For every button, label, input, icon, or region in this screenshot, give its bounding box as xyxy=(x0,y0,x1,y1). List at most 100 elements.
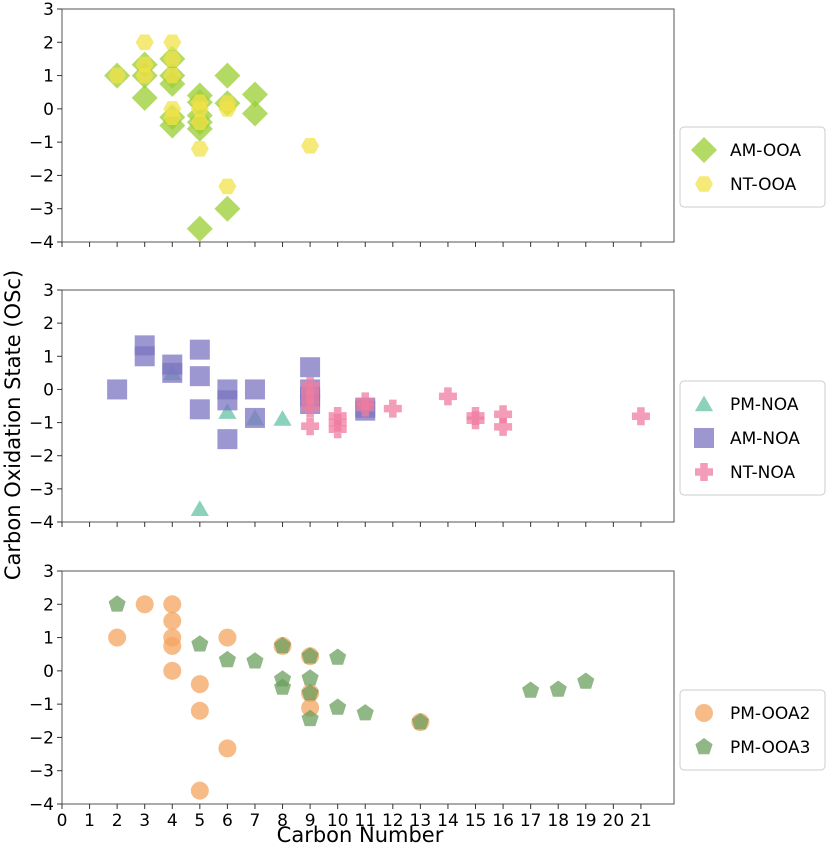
data-point xyxy=(300,357,321,378)
x-tick-label: 16 xyxy=(492,811,514,831)
data-point xyxy=(189,339,210,360)
data-point xyxy=(522,681,540,698)
x-tick-label: 18 xyxy=(547,811,569,831)
data-point xyxy=(190,114,209,130)
data-point xyxy=(107,379,128,400)
y-tick-label: −1 xyxy=(29,414,54,434)
y-tick-label: 1 xyxy=(43,67,54,87)
data-point xyxy=(494,417,513,436)
y-tick-label: 0 xyxy=(43,662,54,682)
y-tick-label: −3 xyxy=(29,200,54,220)
data-point xyxy=(190,701,209,720)
legend-label: NT-NOA xyxy=(730,463,795,483)
data-point xyxy=(301,698,320,717)
legend-label: PM-OOA3 xyxy=(730,738,810,758)
data-point xyxy=(214,195,241,222)
x-tick-label: 13 xyxy=(410,811,432,831)
x-tick-label: 4 xyxy=(167,811,178,831)
data-point xyxy=(383,399,402,418)
data-point xyxy=(190,101,209,117)
legend-marker xyxy=(695,176,713,192)
data-point xyxy=(190,781,209,800)
legend-box xyxy=(679,126,826,208)
y-tick-label: −3 xyxy=(29,480,54,500)
data-point xyxy=(242,81,268,108)
y-tick-label: 3 xyxy=(43,562,54,582)
legend-box xyxy=(679,380,826,496)
data-point xyxy=(163,109,182,125)
data-point xyxy=(163,34,182,51)
data-point xyxy=(135,34,154,51)
data-point xyxy=(191,635,209,652)
legend-label: PM-OOA2 xyxy=(730,704,810,724)
data-point xyxy=(163,595,182,614)
plot-layer: 3210−1−2−3−4AM-OOANT-OOA3210−1−2−3−4PM-N… xyxy=(29,0,826,831)
legend: AM-OOA NT-OOA xyxy=(679,126,826,208)
data-point xyxy=(190,675,209,694)
data-point xyxy=(189,366,210,387)
y-tick-label: 1 xyxy=(43,347,54,367)
data-point xyxy=(356,398,375,417)
y-tick-label: −2 xyxy=(29,447,54,467)
x-tick-label: 1 xyxy=(84,811,95,831)
data-point xyxy=(131,84,158,111)
y-tick-label: −2 xyxy=(29,166,54,186)
y-tick-label: −4 xyxy=(29,513,54,533)
data-point xyxy=(274,678,292,695)
data-point xyxy=(301,669,319,686)
y-tick-label: 0 xyxy=(43,380,54,400)
x-tick-label: 19 xyxy=(575,811,597,831)
legend-label: PM-NOA xyxy=(730,395,799,415)
x-tick-label: 7 xyxy=(250,811,261,831)
legend-marker xyxy=(691,137,717,163)
y-tick-label: 3 xyxy=(43,281,54,301)
legend-marker xyxy=(695,704,713,722)
data-point xyxy=(301,417,320,436)
data-point xyxy=(549,680,567,697)
y-tick-label: 3 xyxy=(43,0,54,20)
data-point xyxy=(190,500,209,516)
panel-1: 3 2 1 0 −1 −2 −3 −4 AM-OOA NT-OOA xyxy=(29,0,826,253)
data-point xyxy=(301,647,319,664)
legend-label: AM-OOA xyxy=(730,141,801,161)
legend-marker xyxy=(694,395,714,412)
data-point xyxy=(244,379,265,400)
series-pm-ooa2 xyxy=(108,595,430,800)
x-tick-label: 6 xyxy=(222,811,233,831)
data-point xyxy=(163,611,182,630)
legend-marker xyxy=(695,738,713,755)
data-point xyxy=(466,411,485,430)
data-point xyxy=(244,407,265,428)
x-tick-label: 8 xyxy=(277,811,288,831)
x-tick-label: 17 xyxy=(520,811,542,831)
y-tick-label: 0 xyxy=(43,100,54,120)
x-tick-label: 14 xyxy=(437,811,459,831)
data-point xyxy=(162,362,183,383)
x-tick-label: 2 xyxy=(112,811,123,831)
y-tick-label: −4 xyxy=(29,795,54,815)
legend-marker xyxy=(694,428,714,448)
legend-label: NT-OOA xyxy=(730,175,797,195)
x-tick-label: 21 xyxy=(630,811,652,831)
data-point xyxy=(163,67,182,84)
panel-2: 3 2 1 0 −1 −2 −3 −4 PM-NOA AM-NOA NT-NOA xyxy=(29,281,826,533)
series-am-ooa xyxy=(104,45,268,242)
y-tick-label: 1 xyxy=(43,629,54,649)
data-point xyxy=(214,62,241,89)
legend: PM-OOA2 PM-OOA3 xyxy=(679,689,826,771)
data-point xyxy=(356,704,374,721)
data-point xyxy=(135,67,154,84)
data-point xyxy=(246,652,264,669)
data-point xyxy=(217,390,238,411)
data-point xyxy=(134,346,155,367)
x-tick-label: 12 xyxy=(382,811,404,831)
data-point xyxy=(108,595,126,612)
data-point xyxy=(242,100,268,127)
data-point xyxy=(328,420,347,439)
data-point xyxy=(218,628,237,647)
plot-frame xyxy=(61,289,675,523)
series-nt-noa xyxy=(301,376,650,439)
x-tick-label: 11 xyxy=(354,811,376,831)
series-pm-ooa3 xyxy=(108,595,595,730)
